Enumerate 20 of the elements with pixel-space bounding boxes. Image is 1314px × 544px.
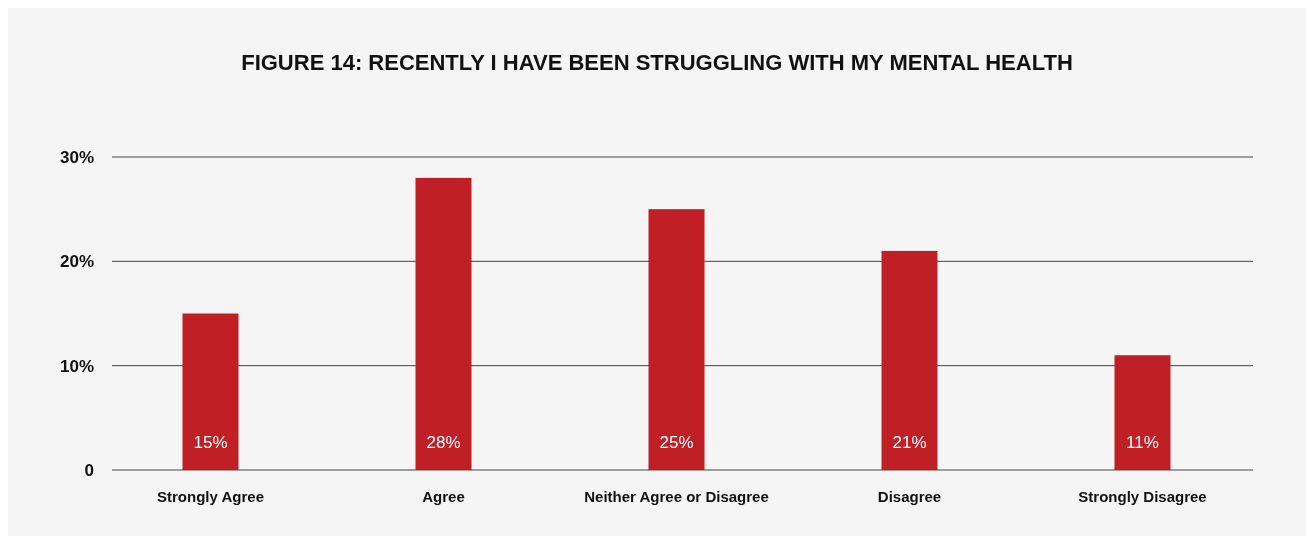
data-label: 15% [193, 433, 228, 452]
bar [1114, 355, 1171, 470]
data-label: 21% [892, 433, 927, 452]
data-label: 25% [659, 433, 694, 452]
x-tick-label: Neither Agree or Disagree [584, 488, 769, 505]
x-tick-label: Strongly Agree [157, 488, 264, 505]
y-tick-label: 0 [84, 461, 94, 480]
bar [182, 313, 239, 470]
chart-title: FIGURE 14: RECENTLY I HAVE BEEN STRUGGLING WITH MY MENTAL HEALTH [241, 50, 1073, 75]
bar [881, 250, 938, 470]
data-label: 11% [1126, 433, 1159, 452]
bar [415, 177, 472, 470]
y-tick-label: 30% [59, 148, 94, 167]
x-tick-label: Strongly Disagree [1078, 488, 1207, 505]
x-tick-label: Disagree [877, 488, 942, 505]
bar [648, 209, 705, 470]
y-tick-label: 20% [59, 252, 94, 272]
data-label: 28% [426, 433, 461, 452]
y-tick-label: 10% [59, 356, 94, 376]
x-tick-label: Agree [422, 488, 465, 505]
